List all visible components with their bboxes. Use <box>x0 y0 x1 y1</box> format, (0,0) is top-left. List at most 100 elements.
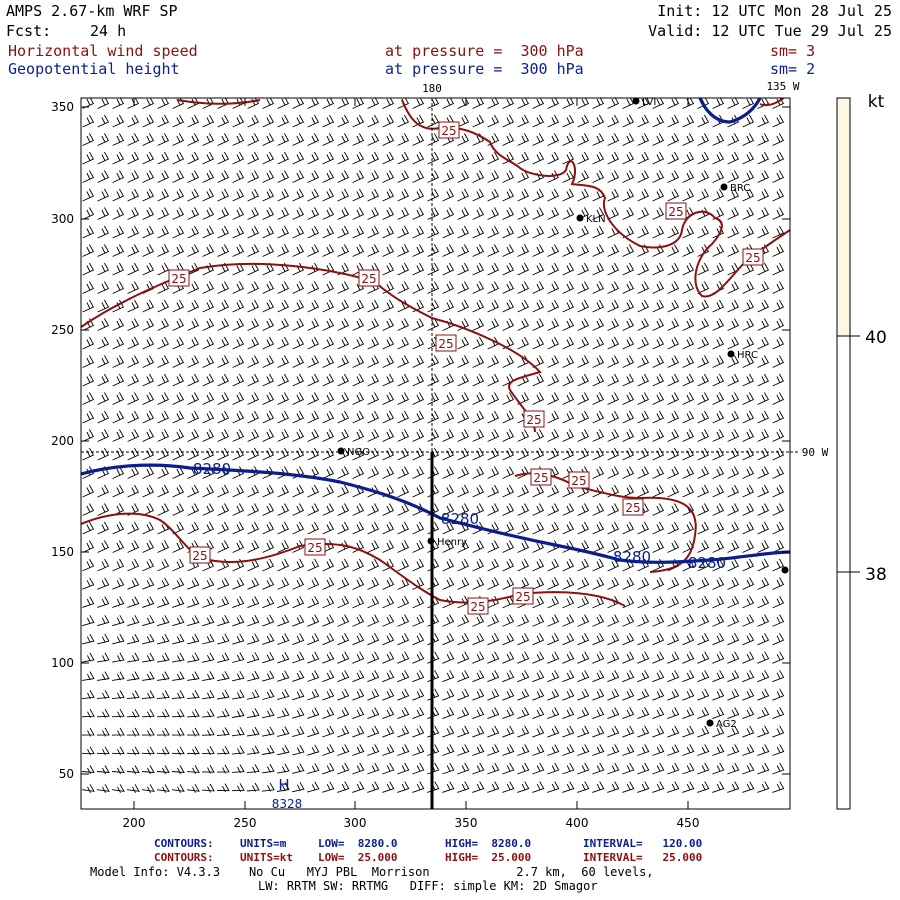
wind-barb <box>96 784 110 794</box>
wind-barb <box>112 577 125 590</box>
wind-barb <box>502 577 515 590</box>
footer-wind-interval: INTERVAL= 25.000 <box>583 851 703 864</box>
wind-barb <box>337 503 350 516</box>
station-marker <box>427 537 435 545</box>
wind-barb <box>337 781 350 793</box>
wind-barb <box>322 355 335 368</box>
wind-barb <box>397 133 410 146</box>
wind-barb <box>382 577 395 590</box>
wind-barb <box>697 466 710 479</box>
wind-barb <box>171 708 185 718</box>
wind-barb <box>352 188 365 202</box>
wind-barb <box>352 466 365 479</box>
wind-barb <box>637 170 650 183</box>
wind-barb <box>172 207 185 220</box>
wind-barb <box>592 651 605 664</box>
wind-barb <box>592 447 605 461</box>
wind-barb <box>637 466 650 479</box>
wind-barb <box>547 336 560 350</box>
wind-barb <box>517 744 530 756</box>
wind-barb <box>487 429 500 442</box>
wind-barb <box>262 447 275 461</box>
wind-barb <box>502 651 515 664</box>
wind-barb <box>577 355 590 368</box>
wind-barb <box>292 151 305 165</box>
wind-barb <box>502 632 515 646</box>
wind-barb <box>171 727 185 737</box>
wind-barb <box>547 299 560 313</box>
wind-barb <box>712 466 725 479</box>
wind-barb <box>247 318 260 331</box>
wind-barb <box>382 410 395 424</box>
wind-barb <box>97 373 110 387</box>
wind-barb <box>622 577 635 590</box>
wind-barb <box>112 170 125 183</box>
wind-barb <box>397 503 410 516</box>
wind-barb <box>247 670 260 682</box>
wind-barb <box>562 262 575 276</box>
wind-barb <box>382 170 395 183</box>
wind-barb <box>472 170 485 183</box>
wind-barb <box>247 596 260 609</box>
wind-barb <box>757 355 770 368</box>
wind-barb <box>772 521 785 535</box>
wind-barb <box>247 299 260 313</box>
wind-barb <box>637 744 650 756</box>
wind-contour-label: 25 <box>307 541 322 555</box>
wind-barb <box>262 429 275 442</box>
wind-barb <box>622 521 635 535</box>
wind-barb <box>367 503 380 516</box>
wind-barb <box>112 466 125 479</box>
wind-barb <box>577 651 590 664</box>
station-marker <box>727 350 735 358</box>
wind-barb <box>187 410 200 424</box>
wind-barb <box>382 151 395 165</box>
wind-barb <box>757 614 770 627</box>
wind-barb <box>427 355 440 368</box>
wind-barb <box>337 688 350 701</box>
wind-barb <box>307 336 320 350</box>
wind-barb <box>202 207 215 220</box>
wind-barb <box>712 133 725 146</box>
wind-barb <box>142 503 155 516</box>
wind-barb <box>157 373 170 387</box>
wind-barb <box>187 299 200 313</box>
wind-barb <box>97 207 110 220</box>
wind-barb <box>112 447 125 461</box>
colorbar-unit: kt <box>868 92 885 112</box>
wind-barb <box>367 244 380 257</box>
wind-barb <box>157 577 170 590</box>
field1-smoothing: sm= 3 <box>770 42 816 60</box>
wind-barb <box>772 373 785 387</box>
wind-barb <box>82 615 95 627</box>
wind-barb <box>96 708 110 718</box>
x-tick-label: 400 <box>566 816 589 830</box>
wind-barb <box>667 133 680 146</box>
wind-barb <box>397 170 410 183</box>
wind-barb <box>217 188 230 202</box>
wind-barb <box>592 725 605 738</box>
wind-barb <box>412 355 425 368</box>
wind-barb <box>622 614 635 627</box>
wind-barb <box>322 707 335 720</box>
wind-barb <box>607 670 620 683</box>
wind-barb <box>142 596 155 608</box>
wind-barb <box>652 447 665 461</box>
wind-barb <box>97 652 110 663</box>
wind-barb <box>307 151 320 165</box>
wind-barb <box>682 299 695 313</box>
wind-barb <box>607 225 620 239</box>
wind-barb <box>472 244 485 257</box>
wind-barb <box>292 299 305 313</box>
wind-barb <box>682 188 695 202</box>
wind-barb <box>382 503 395 516</box>
wind-barb <box>727 577 740 590</box>
wind-barb <box>772 707 785 720</box>
wind-barb <box>112 410 125 424</box>
wind-barb <box>247 540 260 553</box>
wind-barb <box>247 503 260 516</box>
wind-barb <box>457 447 470 461</box>
wind-barb <box>442 632 455 646</box>
wind-barb <box>247 170 260 183</box>
wind-barb <box>277 484 290 498</box>
